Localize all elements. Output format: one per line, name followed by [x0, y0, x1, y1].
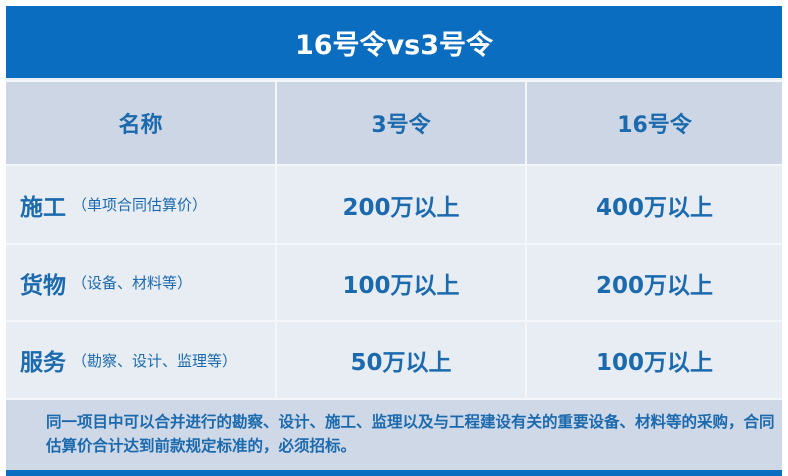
order3-value: 50万以上: [277, 322, 527, 398]
comparison-table: 16号令vs3号令 名称 3号令 16号令 施工 （单项合同估算价） 200万以上…: [6, 6, 782, 476]
order16-value: 400万以上: [595, 194, 713, 221]
order3-value: 200万以上: [277, 166, 527, 243]
row-name: 施工: [20, 194, 66, 221]
header-order3: 3号令: [277, 82, 527, 164]
row-name-cell: 服务 （勘察、设计、监理等）: [6, 322, 277, 398]
table-row: 货物 （设备、材料等） 100万以上 200万以上: [6, 243, 782, 320]
bottom-bar: [6, 470, 782, 476]
order16-value: 100万以上: [595, 350, 713, 376]
header-row: 名称 3号令 16号令: [6, 80, 782, 164]
header-name: 名称: [6, 82, 277, 164]
footnote: 同一项目中可以合并进行的勘察、设计、施工、监理以及与工程建设有关的重要设备、材料…: [6, 398, 782, 470]
row-detail: （设备、材料等）: [72, 274, 193, 292]
order3-value: 100万以上: [277, 245, 527, 320]
row-name-cell: 货物 （设备、材料等）: [6, 245, 277, 320]
table-row: 服务 （勘察、设计、监理等） 50万以上 100万以上: [6, 320, 782, 398]
header-order16: 16号令: [617, 113, 692, 138]
row-detail: （单项合同估算价）: [72, 196, 208, 214]
row-name: 货物: [20, 272, 66, 299]
row-name: 服务: [20, 350, 66, 376]
table-title: 16号令vs3号令: [6, 6, 782, 78]
row-detail: （勘察、设计、监理等）: [72, 351, 238, 370]
row-name-cell: 施工 （单项合同估算价）: [6, 166, 277, 243]
table-row: 施工 （单项合同估算价） 200万以上 400万以上: [6, 164, 782, 243]
order16-value: 200万以上: [595, 272, 713, 299]
